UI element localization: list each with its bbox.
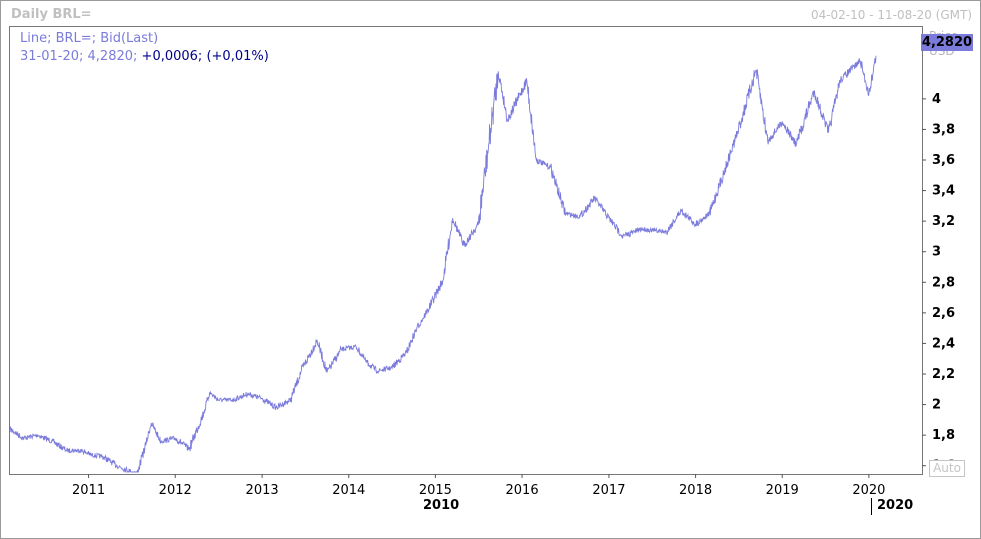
y-tick-label: 2 xyxy=(932,398,941,413)
x-tick-label: 2015 xyxy=(419,483,452,498)
x-tick-label: 2014 xyxy=(332,483,365,498)
y-tick-label: 3 xyxy=(932,245,941,260)
x-tick-label: 2016 xyxy=(506,483,539,498)
series-line-brl xyxy=(10,55,877,474)
x-tick-label: 2019 xyxy=(766,483,799,498)
decade-label-2010: 2010 xyxy=(423,498,460,513)
legend-series-label: Line; BRL=; Bid(Last) xyxy=(20,31,159,46)
last-price-marker: 4,2820 xyxy=(921,34,973,51)
legend-change-pct: (+0,01%) xyxy=(206,49,269,64)
y-tick-label: 4 xyxy=(932,92,941,107)
y-tick-label: 2,2 xyxy=(932,367,955,382)
chart-title: Daily BRL= xyxy=(11,7,92,22)
legend-date: 31-01-20; xyxy=(20,49,84,64)
x-tick-label: 2011 xyxy=(72,483,105,498)
y-tick-label: 3,2 xyxy=(932,214,955,229)
legend-values: 31-01-20; 4,2820; +0,0006; (+0,01%) xyxy=(20,49,269,64)
decade-label-2020: 2020 xyxy=(877,498,914,513)
x-tick-label: 2017 xyxy=(592,483,625,498)
plot-area[interactable] xyxy=(9,26,923,475)
x-tick-label: 2012 xyxy=(159,483,192,498)
y-tick-label: 2,8 xyxy=(932,275,955,290)
x-tick-label: 2018 xyxy=(679,483,712,498)
decade-marker xyxy=(871,498,872,515)
legend-change: +0,0006; xyxy=(141,49,203,64)
date-range: 04-02-10 - 11-08-20 (GMT) xyxy=(810,8,972,22)
y-tick-label: 3,6 xyxy=(932,153,955,168)
auto-scale-button[interactable]: Auto xyxy=(929,460,965,477)
x-tick-label: 2020 xyxy=(852,483,885,498)
y-tick-label: 2,6 xyxy=(932,306,955,321)
y-tick-label: 3,4 xyxy=(932,184,955,199)
x-tick-label: 2013 xyxy=(246,483,279,498)
y-tick-label: 3,8 xyxy=(932,122,955,137)
y-tick-label: 2,4 xyxy=(932,336,955,351)
title-bar: Daily BRL= 04-02-10 - 11-08-20 (GMT) xyxy=(1,1,980,27)
legend-value: 4,2820; xyxy=(87,49,138,64)
y-tick-label: 1,8 xyxy=(932,428,955,443)
